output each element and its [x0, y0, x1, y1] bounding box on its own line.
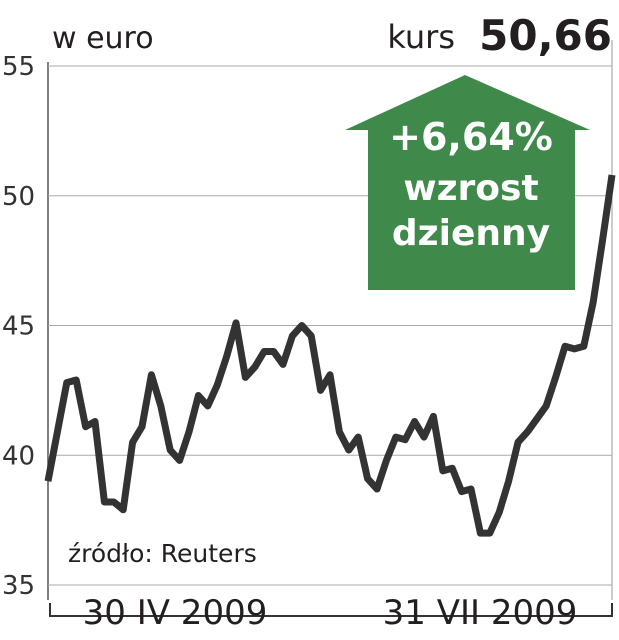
chart-title: kurs	[387, 18, 455, 56]
x-bracket	[49, 603, 613, 617]
y-axis-label: w euro	[52, 21, 154, 56]
arrow	[345, 75, 590, 290]
price-line	[44, 174, 616, 537]
y-tick-label: 35	[2, 571, 35, 601]
y-tick-label: 50	[2, 182, 35, 212]
annotation-value: +6,64%	[389, 115, 553, 159]
annotation-text: dzienny	[392, 213, 550, 254]
y-tick-label: 40	[2, 441, 35, 471]
source: źródło: Reuters	[68, 539, 257, 568]
y-tick-label: 45	[2, 312, 35, 342]
x-label: 30 IV 2009	[83, 593, 268, 633]
annotation-text: wzrost	[403, 168, 538, 209]
current-price: 50,66	[479, 11, 612, 60]
y-tick-label: 55	[2, 52, 35, 82]
x-label: 31 VII 2009	[383, 593, 578, 633]
